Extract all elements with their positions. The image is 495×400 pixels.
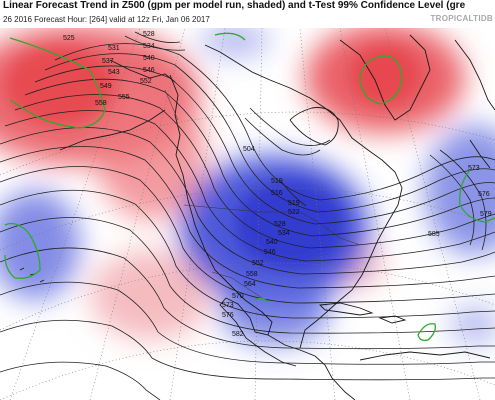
europe-coast — [454, 39, 495, 169]
hispaniola-coast — [378, 315, 407, 324]
negative-core-north-america — [235, 180, 345, 270]
contour-label: 537 — [102, 58, 114, 65]
contour-label: 528 — [143, 31, 155, 38]
contour-label: 543 — [108, 69, 120, 76]
contour-label: 546 — [264, 249, 276, 256]
confidence-region-caribbean — [417, 323, 436, 342]
contour-label: 546 — [143, 67, 155, 74]
contour-label: 522 — [288, 209, 300, 216]
cuba-coast — [319, 302, 374, 316]
contour-label: 558 — [246, 271, 258, 278]
forecast-valid-time: 26 2016 Forecast Hour: [264] valid at 12… — [3, 15, 210, 24]
contour-label: 558 — [95, 100, 107, 107]
contour-label: 528 — [274, 221, 286, 228]
contour-label: 552 — [252, 260, 264, 267]
contour-label: 540 — [143, 55, 155, 62]
contour-label: 570 — [232, 293, 244, 300]
contour-label: 510 — [271, 178, 283, 185]
hudson-bay-coast — [289, 107, 339, 146]
contour-label: 540 — [266, 239, 278, 246]
us-mexico-border — [211, 271, 266, 301]
negative-anomaly-arctic — [200, 22, 270, 58]
negative-anomaly-gulf — [220, 275, 330, 345]
contour-label: 573 — [222, 302, 234, 309]
confidence-region-northwest — [9, 37, 106, 129]
contour-label: 582 — [232, 331, 244, 338]
positive-anomaly-gulf-of-alaska — [95, 80, 205, 220]
canada-us-border — [183, 204, 361, 246]
alaska-canada-border — [164, 89, 179, 121]
confidence-region-greenland — [359, 55, 403, 105]
positive-anomaly-pacific-south — [90, 250, 210, 340]
hawaii-islands — [19, 267, 45, 283]
contour-label: 576 — [222, 312, 234, 319]
north-america-coast — [169, 44, 403, 367]
contour-label: 579 — [480, 211, 492, 218]
central-america-coast — [267, 334, 356, 400]
contour-label: 564 — [244, 281, 256, 288]
contour-label: 552 — [140, 78, 152, 85]
greenland-coast — [339, 34, 431, 121]
contour-label: 534 — [143, 43, 155, 50]
negative-anomaly-central-pacific — [0, 190, 80, 300]
contour-label-group: 525 531 537 543 549 555 528 534 540 546 … — [63, 31, 492, 338]
contour-label: 525 — [63, 35, 75, 42]
map-header: Linear Forecast Trend in Z500 (gpm per m… — [0, 0, 495, 28]
coastlines — [19, 34, 495, 400]
contour-label: 519 — [288, 200, 300, 207]
lat-lon-grid — [0, 27, 495, 400]
alaska-coast — [59, 59, 176, 151]
contour-label: 516 — [271, 190, 283, 197]
positive-core-greenland — [350, 45, 420, 105]
contour-label: 573 — [468, 165, 480, 172]
source-watermark: TROPICALTIDB — [430, 14, 493, 23]
contour-label: 504 — [243, 146, 255, 153]
contour-label: 585 — [428, 231, 440, 238]
map-title: Linear Forecast Trend in Z500 (gpm per m… — [3, 0, 466, 11]
contour-label: 549 — [100, 83, 112, 90]
south-america-coast — [359, 351, 491, 361]
confidence-region-pacific — [4, 222, 41, 279]
contour-label: 534 — [278, 230, 290, 237]
political-borders — [164, 89, 361, 301]
contour-label: 576 — [478, 191, 490, 198]
positive-core-northwest — [5, 45, 115, 125]
confidence-contours — [4, 32, 495, 342]
confidence-region-atlantic — [459, 169, 495, 223]
contour-label: 555 — [118, 94, 130, 101]
negative-anomaly-southeast — [450, 305, 495, 345]
trend-shading — [0, 22, 495, 345]
confidence-region-arctic — [214, 32, 246, 41]
confidence-region-gulf — [254, 297, 269, 303]
contour-label: 531 — [108, 45, 120, 52]
